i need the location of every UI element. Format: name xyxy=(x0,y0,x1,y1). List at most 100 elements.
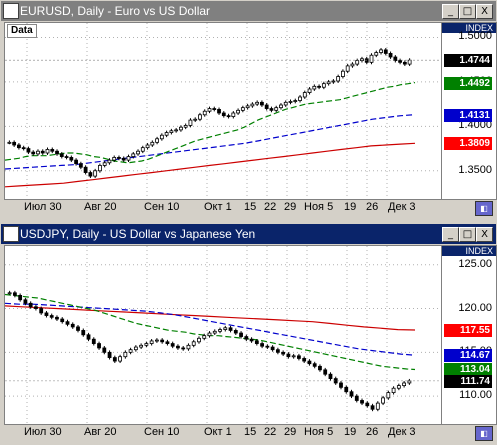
eurusd-plot-area[interactable]: Data xyxy=(4,22,442,200)
candle-body xyxy=(107,159,112,164)
y-axis-tick-label: 1.5000 xyxy=(458,30,492,43)
candle-body xyxy=(286,353,291,358)
price-tag: 111.74 xyxy=(444,374,492,388)
close-button[interactable]: X xyxy=(476,227,493,242)
candle-body xyxy=(126,156,131,161)
candle-body xyxy=(112,357,117,362)
maximize-button[interactable]: □ xyxy=(459,227,476,242)
minimize-button[interactable]: _ xyxy=(442,227,459,242)
candle-body xyxy=(88,172,93,177)
candle-body xyxy=(344,386,349,393)
chart-shift-button[interactable]: ◧ xyxy=(475,201,493,216)
candle-body xyxy=(298,96,302,101)
candle-body xyxy=(312,85,317,90)
chart-window-icon xyxy=(3,226,19,242)
candle-body xyxy=(369,54,374,63)
y-axis-tick-label: 1.4000 xyxy=(458,119,492,132)
candle-body xyxy=(28,302,33,308)
usdjpy-chart-window[interactable]: USDJPY, Daily - US Dollar vs Japanese Ye… xyxy=(0,223,497,445)
chart-window-icon xyxy=(3,3,19,19)
candle-body xyxy=(139,344,144,348)
candle-body xyxy=(202,335,207,339)
candle-body xyxy=(23,299,28,304)
candle-body xyxy=(355,60,360,65)
candle-body xyxy=(183,125,188,128)
candle-body xyxy=(86,334,91,340)
candle-body xyxy=(218,329,222,332)
x-axis-tick-label: 29 xyxy=(284,426,297,438)
candle-body xyxy=(364,58,369,63)
candle-body xyxy=(396,385,401,389)
eurusd-chart-window[interactable]: EURUSD, Daily - Euro vs US Dollar _ □ X … xyxy=(0,0,497,222)
candle-body xyxy=(12,292,17,296)
minimize-button[interactable]: _ xyxy=(442,4,459,19)
candle-body xyxy=(81,330,86,336)
price-tag: 1.4744 xyxy=(444,54,492,68)
candle-body xyxy=(140,147,145,152)
candle-body xyxy=(176,345,180,349)
candle-body xyxy=(375,402,380,410)
x-axis-tick-label: 22 xyxy=(264,426,277,438)
candle-body xyxy=(74,159,78,165)
price-tag: 1.4131 xyxy=(444,108,492,122)
candle-body xyxy=(98,165,102,172)
candle-body xyxy=(402,382,407,387)
candle-body xyxy=(318,365,322,371)
candle-body xyxy=(328,373,333,379)
ma-slow-line xyxy=(5,142,416,188)
candle-body xyxy=(49,315,54,318)
candle-body xyxy=(55,150,59,155)
usdjpy-titlebar[interactable]: USDJPY, Daily - US Dollar vs Japanese Ye… xyxy=(1,224,496,244)
x-axis-tick-label: 15 xyxy=(244,426,257,438)
candle-body xyxy=(386,392,391,399)
candle-body xyxy=(7,292,12,295)
candle-body xyxy=(279,104,283,109)
candle-body xyxy=(60,318,65,323)
usdjpy-window-title: USDJPY, Daily - US Dollar vs Japanese Ye… xyxy=(20,227,256,241)
candle-body xyxy=(55,316,59,320)
candle-body xyxy=(145,144,150,149)
candle-body xyxy=(226,115,231,118)
candle-body xyxy=(223,327,228,330)
x-axis-tick-label: Сен 10 xyxy=(144,426,180,438)
usdjpy-plot-area[interactable] xyxy=(4,245,442,425)
candle-body xyxy=(17,144,21,149)
chart-shift-button[interactable]: ◧ xyxy=(475,426,493,441)
candle-body xyxy=(123,351,128,358)
candle-body xyxy=(26,148,31,153)
data-window-label[interactable]: Data xyxy=(7,24,37,38)
maximize-button[interactable]: □ xyxy=(459,4,476,19)
candle-body xyxy=(336,76,341,82)
candle-body xyxy=(64,156,69,158)
candle-body xyxy=(370,405,375,410)
candle-body xyxy=(91,338,96,344)
candle-body xyxy=(239,332,243,337)
eurusd-chart-svg xyxy=(5,23,441,199)
ma-slow-line xyxy=(5,305,416,331)
close-button[interactable]: X xyxy=(476,4,493,19)
candle-body xyxy=(121,157,126,161)
candle-body xyxy=(391,387,396,394)
candle-body xyxy=(45,149,50,154)
candle-body xyxy=(112,157,117,161)
eurusd-time-axis: Июл 30 Авг 20 Сен 10 Окт 1 15 22 29 Ноя 5 19 26 Де… xyxy=(4,200,441,216)
x-axis-tick-label: Авг 20 xyxy=(84,426,117,438)
candle-body xyxy=(102,162,107,166)
candle-body xyxy=(393,56,398,61)
candle-body xyxy=(188,119,193,126)
candle-body xyxy=(117,157,121,159)
candle-body xyxy=(144,343,149,346)
eurusd-titlebar[interactable]: EURUSD, Daily - Euro vs US Dollar _ □ X xyxy=(1,1,496,21)
x-axis-tick-label: Ноя 5 xyxy=(304,201,334,213)
candle-body xyxy=(133,346,138,351)
candle-body xyxy=(254,340,259,344)
candle-body xyxy=(198,114,202,120)
candle-body xyxy=(44,312,49,316)
x-axis-tick-label: 22 xyxy=(264,201,277,213)
candle-body xyxy=(78,163,83,168)
candle-body xyxy=(275,349,280,353)
x-axis-tick-label: Июл 30 xyxy=(24,426,62,438)
candle-body xyxy=(307,88,312,93)
candle-body xyxy=(233,330,238,334)
